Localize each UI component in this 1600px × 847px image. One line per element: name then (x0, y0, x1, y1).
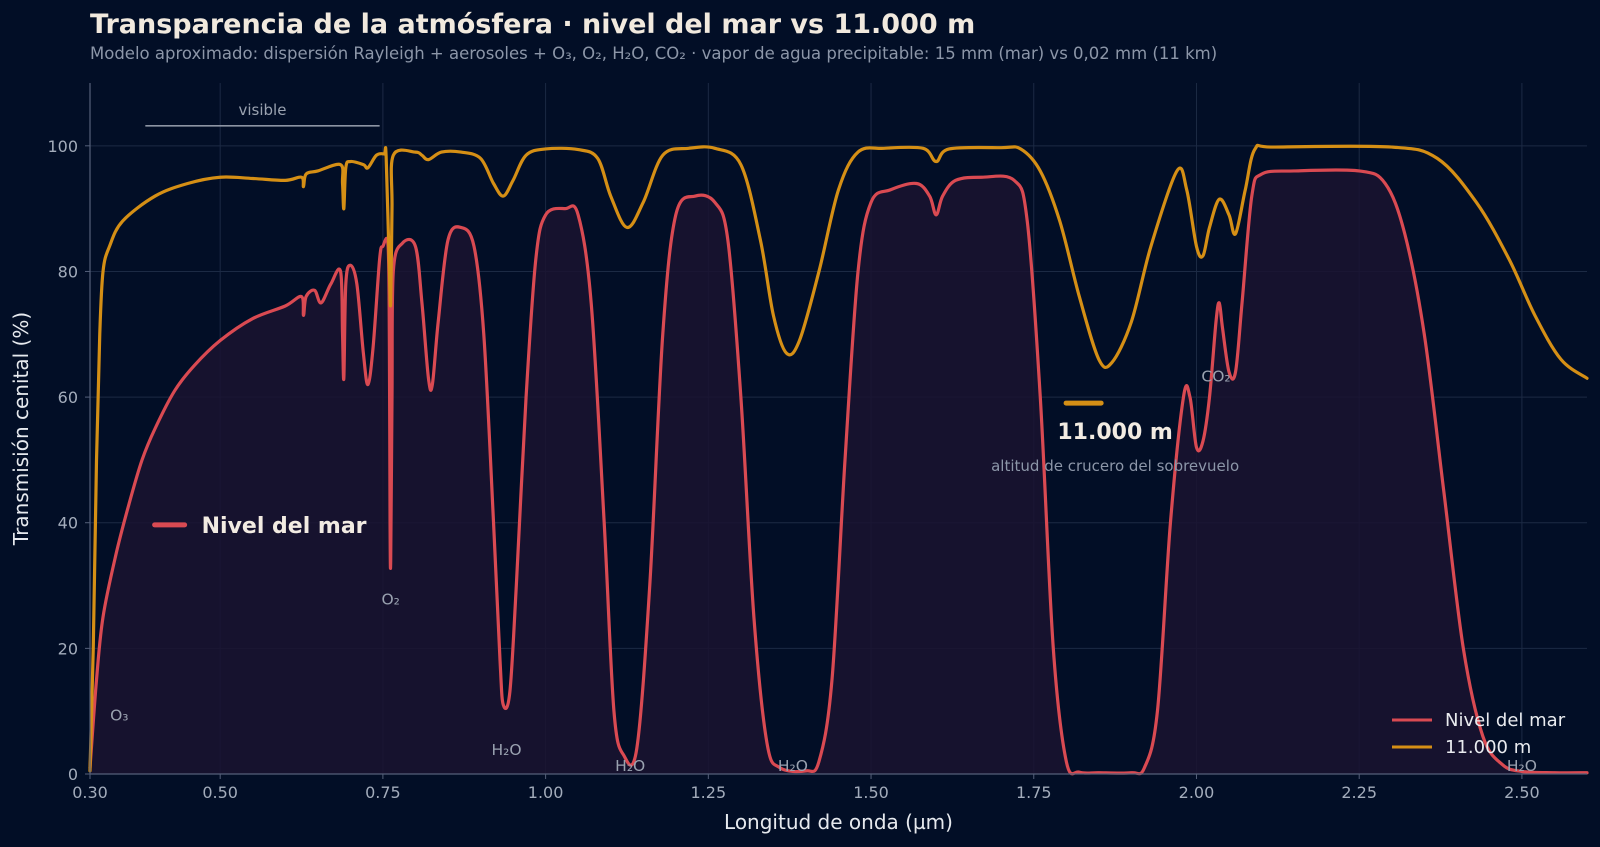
altitude-line (88, 143, 1589, 773)
chart-subtitle: Modelo aproximado: dispersión Rayleigh +… (90, 44, 1218, 63)
absorption-band-label: CO₂ (1201, 367, 1230, 385)
x-tick-label: 1.50 (853, 783, 889, 802)
y-tick-label: 60 (58, 388, 78, 407)
x-tick-label: 1.25 (691, 783, 727, 802)
legend-label-sea-level: Nivel del mar (1445, 710, 1566, 731)
x-tick-label: 2.25 (1341, 783, 1377, 802)
y-tick-label: 80 (58, 262, 78, 281)
y-axis-label: Transmisión cenital (%) (9, 312, 33, 546)
absorption-band-label: H₂O (492, 741, 522, 759)
x-tick-label: 2.50 (1504, 783, 1540, 802)
sea-level-area (90, 169, 1587, 775)
x-tick-label: 0.50 (202, 783, 238, 802)
absorption-band-label: H₂O (778, 757, 808, 775)
altitude-inline-sublabel: altitud de crucero del sobrevuelo (991, 457, 1239, 475)
chart-title: Transparencia de la atmósfera · nivel de… (90, 9, 976, 40)
x-tick-label: 1.00 (528, 783, 564, 802)
sea-level-line (88, 168, 1589, 776)
y-tick-label: 100 (47, 137, 78, 156)
x-tick-label: 1.75 (1016, 783, 1052, 802)
y-tick-label: 40 (58, 514, 78, 533)
legend-label-altitude: 11.000 m (1445, 737, 1531, 758)
absorption-band-label: H₂O (615, 757, 645, 775)
absorption-band-label: O₂ (381, 590, 399, 608)
y-tick-label: 0 (68, 765, 78, 784)
x-tick-label: 0.75 (365, 783, 401, 802)
visible-band-label: visible (239, 101, 287, 119)
absorption-band-label: H₂O (1507, 757, 1537, 775)
x-axis-label: Longitud de onda (µm) (724, 810, 953, 834)
altitude-inline-label: 11.000 m (1057, 420, 1172, 445)
sea-level-inline-label: Nivel del mar (202, 514, 367, 539)
absorption-band-label: O₃ (110, 707, 128, 725)
x-tick-label: 2.00 (1179, 783, 1215, 802)
x-tick-label: 0.30 (72, 783, 108, 802)
y-tick-label: 20 (58, 639, 78, 658)
